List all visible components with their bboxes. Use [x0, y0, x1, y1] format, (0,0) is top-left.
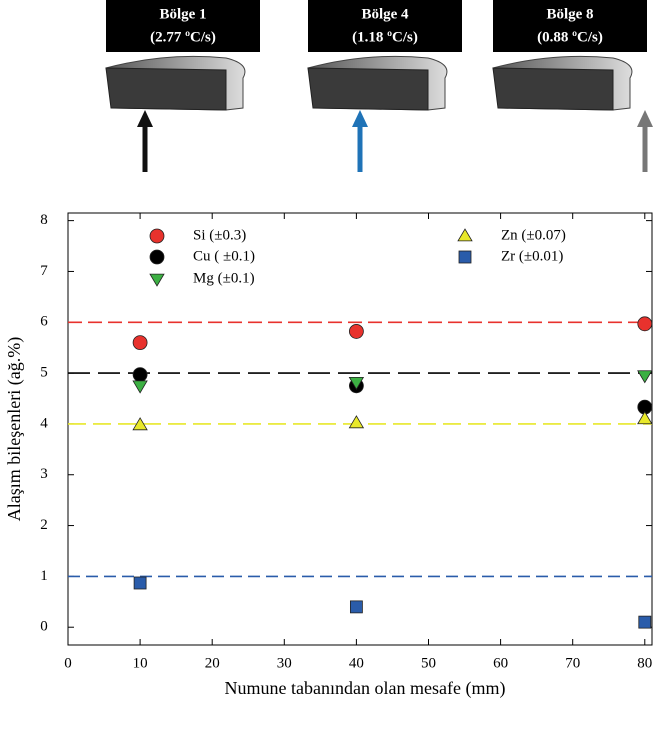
- legend-marker: [150, 229, 164, 243]
- region-label: Bölge 4: [361, 6, 409, 22]
- arrow-head: [352, 110, 368, 127]
- region-panel: Bölge 1 (2.77 ºC/s) Bölge 4 (1.18 ºC/s) Bölg…: [106, 0, 653, 172]
- data-point: [350, 601, 362, 613]
- region-rate: (0.88 ºC/s): [537, 29, 603, 45]
- data-point: [638, 412, 652, 424]
- y-tick-label: 3: [40, 466, 48, 482]
- x-tick-label: 20: [205, 655, 220, 671]
- arrow-head: [137, 110, 153, 127]
- x-tick-label: 50: [421, 655, 436, 671]
- x-tick-label: 70: [565, 655, 580, 671]
- x-tick-label: 10: [133, 655, 148, 671]
- sample-face: [308, 68, 428, 110]
- sample-face: [106, 68, 226, 110]
- data-point: [639, 616, 651, 628]
- figure: Bölge 1 (2.77 ºC/s) Bölge 4 (1.18 ºC/s) Bölg…: [0, 0, 655, 730]
- region-rate: (1.18 ºC/s): [352, 29, 418, 45]
- sample-face: [493, 68, 613, 110]
- data-point: [134, 577, 146, 589]
- x-tick-label: 30: [277, 655, 292, 671]
- y-tick-label: 4: [40, 415, 48, 431]
- x-tick-label: 40: [349, 655, 364, 671]
- data-point: [638, 317, 652, 331]
- data-point: [349, 416, 363, 428]
- legend-label: Zr (±0.01): [501, 248, 563, 264]
- y-tick-label: 5: [40, 365, 48, 381]
- legend-marker: [150, 250, 164, 264]
- region-label: Bölge 1: [159, 6, 206, 22]
- data-point: [133, 336, 147, 350]
- legend-marker: [459, 251, 471, 263]
- y-tick-label: 0: [40, 619, 48, 635]
- legend-marker: [150, 274, 164, 286]
- region-rate: (2.77 ºC/s): [150, 29, 216, 45]
- y-tick-label: 1: [40, 568, 48, 584]
- y-axis-title: Alaşım bileşenleri (ağ.%): [4, 337, 25, 521]
- x-tick-label: 80: [637, 655, 652, 671]
- data-point: [638, 371, 652, 383]
- y-tick-label: 2: [40, 517, 48, 533]
- legend-label: Mg (±0.1): [193, 270, 255, 286]
- y-tick-label: 6: [40, 314, 48, 330]
- x-axis-title: Numune tabanından olan mesafe (mm): [225, 678, 506, 699]
- data-point: [349, 324, 363, 338]
- y-tick-label: 8: [40, 212, 48, 228]
- data-point: [133, 368, 147, 382]
- y-tick-label: 7: [40, 263, 48, 279]
- region-label: Bölge 8: [546, 6, 593, 22]
- arrow-head: [637, 110, 653, 127]
- x-tick-label: 60: [493, 655, 508, 671]
- legend-label: Si (±0.3): [193, 227, 246, 243]
- x-tick-label: 0: [64, 655, 72, 671]
- legend-label: Zn (±0.07): [501, 227, 566, 243]
- legend-marker: [458, 229, 472, 241]
- data-point: [133, 381, 147, 393]
- legend-label: Cu ( ±0.1): [193, 248, 255, 264]
